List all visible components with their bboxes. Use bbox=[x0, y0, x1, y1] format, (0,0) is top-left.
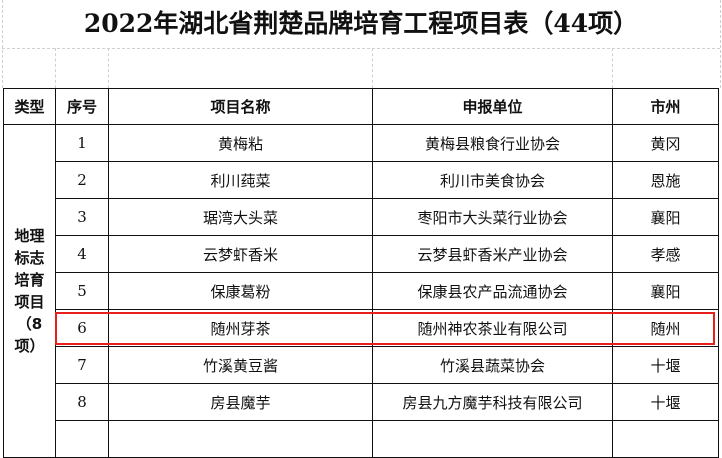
project-name[interactable]: 云梦虾香米 bbox=[108, 235, 373, 273]
row-number[interactable]: 2 bbox=[55, 161, 109, 199]
table-row-highlighted: 6 随州芽茶 随州神农茶业有限公司 随州 bbox=[4, 309, 719, 347]
city[interactable]: 随州 bbox=[612, 309, 719, 347]
category-cell[interactable]: 地理标志培育项目（8项） bbox=[3, 124, 56, 458]
project-name[interactable]: 保康葛粉 bbox=[108, 272, 373, 310]
applicant-unit[interactable]: 保康县农产品流通协会 bbox=[372, 272, 613, 310]
header-row: 类型 序号 项目名称 申报单位 市州 bbox=[3, 88, 719, 125]
table-row: 5 保康葛粉 保康县农产品流通协会 襄阳 bbox=[4, 272, 719, 310]
row-number[interactable]: 7 bbox=[55, 346, 109, 384]
city[interactable]: 孝感 bbox=[612, 235, 719, 273]
table-row: 地理标志培育项目（8项） 1 黄梅粘 黄梅县粮食行业协会 黄冈 bbox=[3, 124, 719, 458]
project-name[interactable]: 房县魔芋 bbox=[108, 383, 373, 421]
applicant-unit[interactable]: 云梦县虾香米产业协会 bbox=[372, 235, 613, 273]
city[interactable]: 襄阳 bbox=[612, 198, 719, 236]
header-number[interactable]: 序号 bbox=[55, 88, 109, 125]
project-name[interactable]: 琚湾大头菜 bbox=[108, 198, 373, 236]
applicant-unit[interactable]: 利川市美食协会 bbox=[372, 161, 613, 199]
table-row: 2 利川莼菜 利川市美食协会 恩施 bbox=[4, 161, 719, 199]
project-name[interactable] bbox=[108, 420, 373, 458]
spreadsheet-gridlines bbox=[0, 0, 722, 88]
project-name[interactable]: 竹溪黄豆酱 bbox=[108, 346, 373, 384]
applicant-unit[interactable]: 房县九方魔芋科技有限公司 bbox=[372, 383, 613, 421]
city[interactable]: 恩施 bbox=[612, 161, 719, 199]
row-number[interactable]: 1 bbox=[55, 124, 109, 162]
city[interactable] bbox=[612, 420, 719, 458]
row-number[interactable] bbox=[55, 420, 109, 458]
table-row: 3 琚湾大头菜 枣阳市大头菜行业协会 襄阳 bbox=[4, 198, 719, 236]
row-number[interactable]: 8 bbox=[55, 383, 109, 421]
header-project-name[interactable]: 项目名称 bbox=[108, 88, 373, 125]
header-type[interactable]: 类型 bbox=[3, 88, 56, 125]
row-number[interactable]: 6 bbox=[55, 309, 109, 347]
city[interactable]: 十堰 bbox=[612, 383, 719, 421]
city[interactable]: 十堰 bbox=[612, 346, 719, 384]
city[interactable]: 襄阳 bbox=[612, 272, 719, 310]
city[interactable]: 黄冈 bbox=[612, 124, 719, 162]
project-table: 类型 序号 项目名称 申报单位 市州 地理标志培育项目（8项） 1 黄梅粘 黄梅… bbox=[3, 88, 719, 458]
row-number[interactable]: 4 bbox=[55, 235, 109, 273]
applicant-unit[interactable]: 枣阳市大头菜行业协会 bbox=[372, 198, 613, 236]
table-row-partial bbox=[4, 420, 719, 458]
header-applicant[interactable]: 申报单位 bbox=[372, 88, 613, 125]
row-number[interactable]: 3 bbox=[55, 198, 109, 236]
project-name[interactable]: 利川莼菜 bbox=[108, 161, 373, 199]
row-number[interactable]: 5 bbox=[55, 272, 109, 310]
applicant-unit[interactable]: 黄梅县粮食行业协会 bbox=[372, 124, 613, 162]
project-name[interactable]: 黄梅粘 bbox=[108, 124, 373, 162]
header-city[interactable]: 市州 bbox=[612, 88, 719, 125]
applicant-unit[interactable]: 随州神农茶业有限公司 bbox=[372, 309, 613, 347]
table-row: 4 云梦虾香米 云梦县虾香米产业协会 孝感 bbox=[4, 235, 719, 273]
applicant-unit[interactable] bbox=[372, 420, 613, 458]
sheet-title: 2022年湖北省荆楚品牌培育工程项目表（44项） bbox=[83, 9, 639, 38]
project-name[interactable]: 随州芽茶 bbox=[108, 309, 373, 347]
applicant-unit[interactable]: 竹溪县蔬菜协会 bbox=[372, 346, 613, 384]
table-row: 8 房县魔芋 房县九方魔芋科技有限公司 十堰 bbox=[4, 383, 719, 421]
table-row: 7 竹溪黄豆酱 竹溪县蔬菜协会 十堰 bbox=[4, 346, 719, 384]
